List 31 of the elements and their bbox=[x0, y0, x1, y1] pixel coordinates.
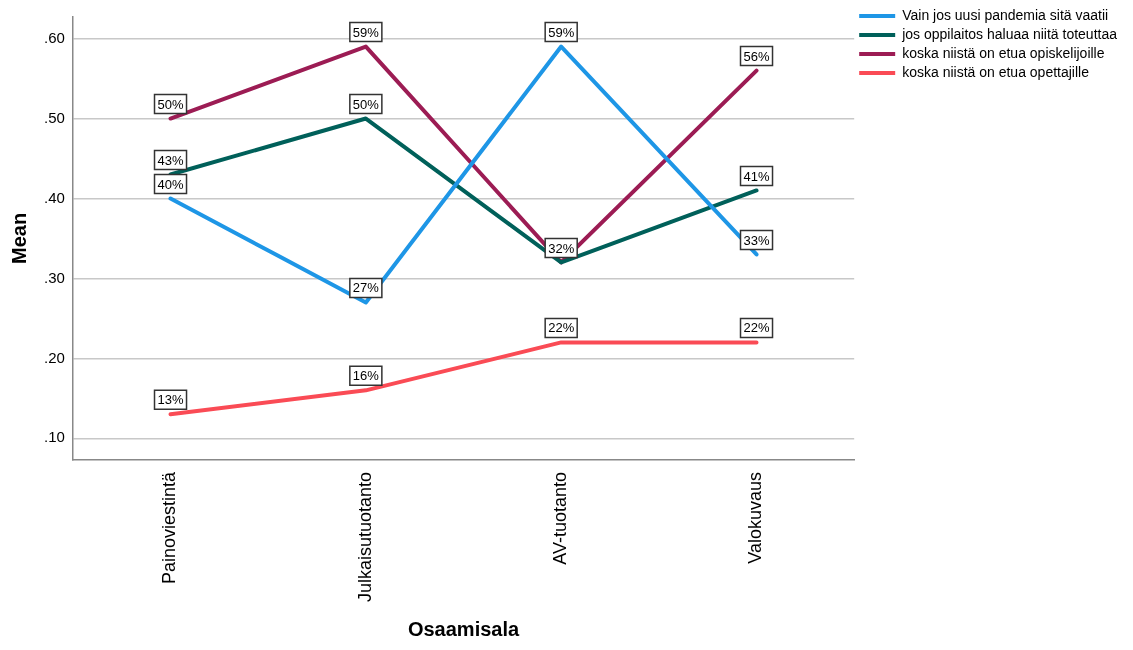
data-label: 13% bbox=[157, 392, 184, 408]
legend-label: koska niistä on etua opiskelijoille bbox=[902, 44, 1105, 61]
x-axis-title: Osaamisala bbox=[407, 617, 520, 640]
legend-label: Vain jos uusi pandemia sitä vaatii bbox=[902, 6, 1109, 23]
data-label: 59% bbox=[352, 24, 380, 40]
y-tick-label: .30 bbox=[43, 268, 65, 286]
data-label: 43% bbox=[157, 152, 184, 168]
x-tick-label: Julkaisutuotanto bbox=[354, 471, 375, 603]
x-tick-label: Valokuvaus bbox=[745, 471, 766, 564]
x-tick-label: AV-tuotanto bbox=[550, 471, 571, 565]
y-tick-label: .10 bbox=[43, 428, 65, 446]
data-label: 33% bbox=[743, 232, 770, 248]
legend-label: koska niistä on etua opettajille bbox=[902, 63, 1090, 80]
data-label: 59% bbox=[548, 24, 575, 40]
data-label: 50% bbox=[157, 96, 184, 112]
data-label: 50% bbox=[352, 96, 380, 112]
y-tick-label: .60 bbox=[43, 28, 65, 46]
y-tick-label: .50 bbox=[43, 108, 65, 126]
y-axis-title: Mean bbox=[7, 212, 30, 265]
data-label: 56% bbox=[743, 48, 770, 64]
y-tick-label: .20 bbox=[43, 348, 65, 366]
data-label: 22% bbox=[743, 320, 770, 336]
data-label: 22% bbox=[548, 320, 575, 336]
data-label: 16% bbox=[352, 368, 380, 384]
data-label: 32% bbox=[548, 240, 575, 256]
data-label: 40% bbox=[157, 176, 184, 192]
data-label: 41% bbox=[743, 168, 770, 184]
data-label: 27% bbox=[352, 280, 380, 296]
legend-label: jos oppilaitos haluaa niitä toteuttaa bbox=[901, 25, 1118, 42]
x-tick-label: Painoviestintä bbox=[159, 470, 180, 584]
y-tick-label: .40 bbox=[43, 188, 65, 206]
